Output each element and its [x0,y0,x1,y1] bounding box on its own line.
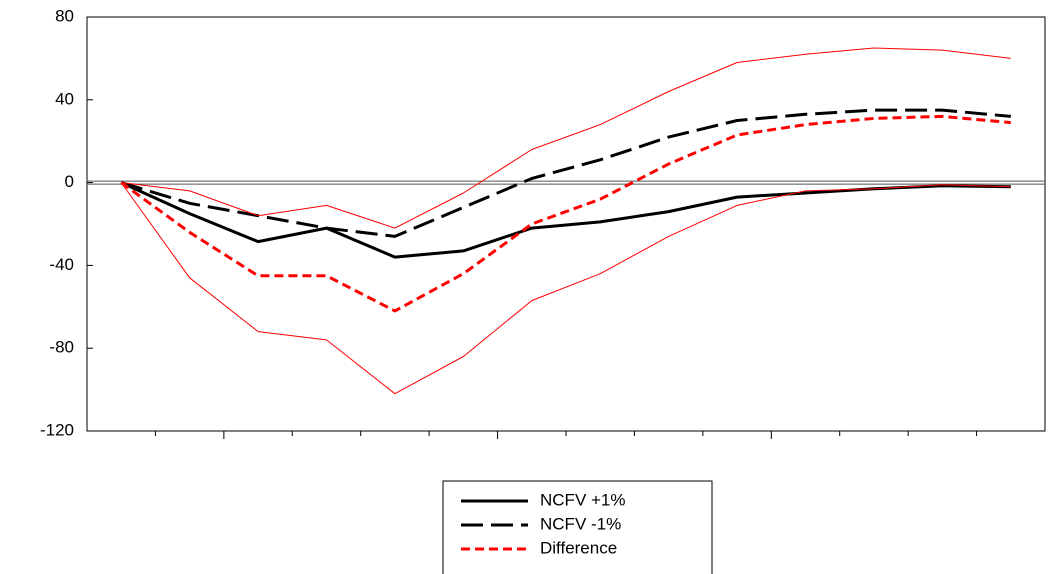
y-tick-label: 40 [55,89,74,108]
series-line [120,114,1011,313]
y-tick-label: -80 [49,338,74,357]
series-line [120,181,1011,259]
legend-box [442,480,713,574]
series-line [121,47,1011,229]
y-tick-label: -40 [49,255,74,274]
legend-label: NCFV -1% [540,514,621,533]
y-tick-label: 80 [55,6,74,25]
legend-label: Difference [540,538,617,557]
legend-label: NCFV +1% [540,490,626,509]
y-tick-label: 0 [65,172,74,191]
y-tick-label: -120 [40,420,74,439]
series-line [120,108,1011,238]
series-line [120,182,1011,395]
